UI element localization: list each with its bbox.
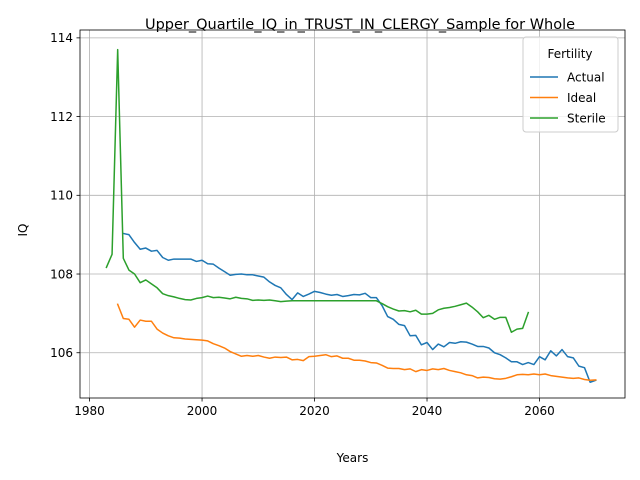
y-axis-label: IQ xyxy=(16,224,30,237)
axis-ticks: 1980 2000 2020 2040 2060 106 108 110 112 114 xyxy=(50,31,555,418)
y-tick-label: 106 xyxy=(50,346,73,360)
legend: Fertility Actual Ideal Sterile xyxy=(522,36,619,133)
legend-label-actual: Actual xyxy=(567,70,605,84)
y-tick-label: 112 xyxy=(50,110,73,124)
legend-entries: Actual Ideal Sterile xyxy=(530,70,606,125)
x-tick-label: 1980 xyxy=(74,404,105,418)
series-lines xyxy=(105,48,597,384)
legend-box xyxy=(522,36,619,133)
legend-title: Fertility xyxy=(547,47,592,61)
x-tick-label: 2040 xyxy=(412,404,443,418)
series-line-actual xyxy=(122,232,597,384)
x-tick-label: 2000 xyxy=(187,404,218,418)
chart-title: Upper_Quartile_IQ_in_TRUST_IN_CLERGY_Sam… xyxy=(145,17,575,33)
x-tick-label: 2060 xyxy=(524,404,555,418)
plot-frame xyxy=(79,29,626,399)
x-axis-label: Years xyxy=(336,451,369,465)
series-line-ideal xyxy=(116,303,597,382)
y-tick-label: 108 xyxy=(50,267,73,281)
x-tick-label: 2020 xyxy=(299,404,330,418)
legend-label-ideal: Ideal xyxy=(567,91,596,105)
y-tick-label: 114 xyxy=(50,31,73,45)
legend-label-sterile: Sterile xyxy=(567,111,606,125)
series-line-sterile xyxy=(105,48,530,334)
y-tick-label: 110 xyxy=(50,189,73,203)
